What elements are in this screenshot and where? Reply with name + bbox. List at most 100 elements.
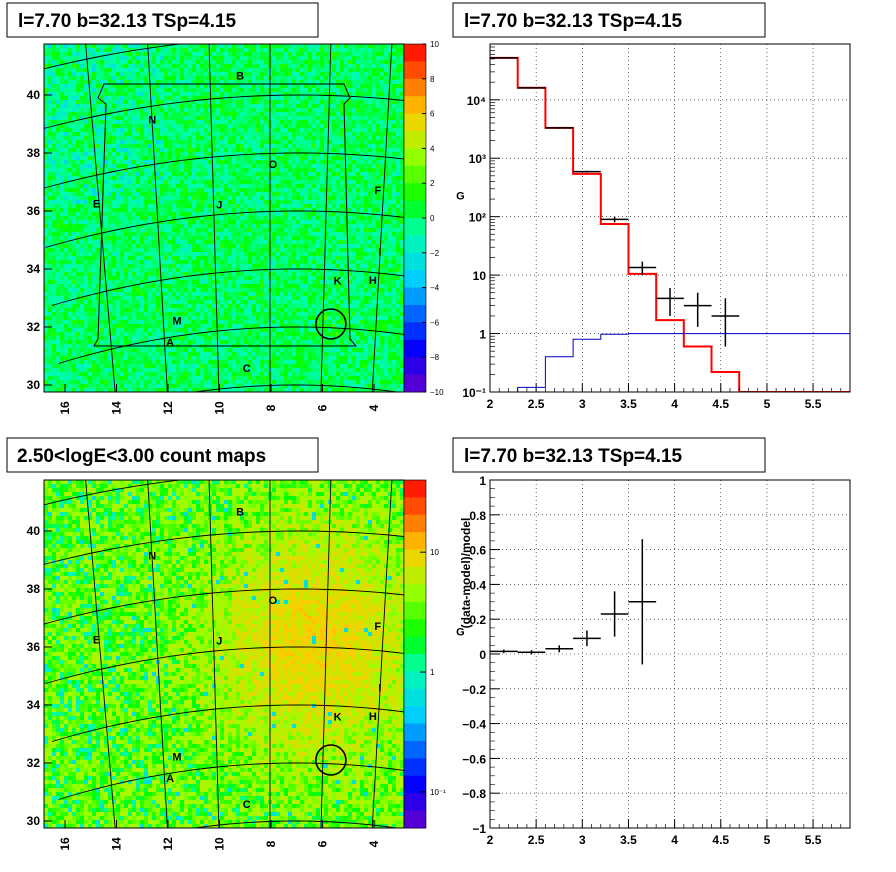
heatmap-cell	[384, 96, 389, 101]
heatmap-cell	[340, 116, 345, 121]
heatmap-cell	[136, 48, 141, 53]
heatmap-cell	[104, 76, 109, 81]
heatmap-cell	[228, 112, 233, 117]
heatmap-cell	[332, 152, 337, 157]
heatmap-cell	[352, 200, 357, 205]
heatmap-cell	[224, 204, 229, 209]
heatmap-cell	[68, 92, 73, 97]
heatmap-cell	[396, 44, 401, 49]
heatmap-cell	[92, 232, 97, 237]
heatmap-cell	[372, 172, 377, 177]
heatmap-cell	[148, 168, 153, 173]
heatmap-cell	[240, 48, 245, 53]
heatmap-cell	[152, 72, 157, 77]
heatmap-cell	[84, 100, 89, 105]
heatmap-cell	[232, 120, 237, 125]
heatmap-cell	[96, 72, 101, 77]
heatmap-cell	[284, 116, 289, 121]
heatmap-cell	[240, 60, 245, 65]
heatmap-cell	[172, 140, 177, 145]
heatmap-cell	[196, 220, 201, 225]
heatmap-cell	[200, 96, 205, 101]
heatmap-cell	[192, 160, 197, 165]
heatmap-cell	[308, 100, 313, 105]
heatmap-cell	[244, 80, 249, 85]
heatmap-cell	[368, 64, 373, 69]
heatmap-cell	[380, 100, 385, 105]
heatmap-cell	[184, 92, 189, 97]
heatmap-cell	[236, 224, 241, 229]
heatmap-cell	[116, 152, 121, 157]
heatmap-cell	[356, 240, 361, 245]
heatmap-cell	[364, 160, 369, 165]
heatmap-cell	[180, 136, 185, 141]
heatmap-cell	[276, 104, 281, 109]
heatmap-cell	[192, 156, 197, 161]
heatmap-cell	[156, 212, 161, 217]
heatmap-cell	[312, 128, 317, 133]
heatmap-cell	[44, 164, 49, 169]
heatmap-cell	[64, 156, 69, 161]
heatmap-cell	[400, 80, 404, 85]
heatmap-cell	[364, 196, 369, 201]
heatmap-cell	[92, 116, 97, 121]
heatmap-cell	[368, 204, 373, 209]
heatmap-cell	[272, 52, 277, 57]
heatmap-cell	[88, 152, 93, 157]
heatmap-cell	[56, 116, 61, 121]
heatmap-cell	[236, 108, 241, 113]
heatmap-cell	[396, 144, 401, 149]
heatmap-cell	[344, 128, 349, 133]
heatmap-cell	[236, 160, 241, 165]
heatmap-cell	[104, 72, 109, 77]
heatmap-cell	[136, 236, 141, 241]
heatmap-cell	[312, 68, 317, 73]
heatmap-cell	[68, 236, 73, 241]
heatmap-cell	[68, 240, 73, 245]
heatmap-cell	[156, 84, 161, 89]
heatmap-cell	[292, 72, 297, 77]
heatmap-cell	[112, 68, 117, 73]
heatmap-cell	[184, 220, 189, 225]
heatmap-cell	[396, 132, 401, 137]
heatmap-cell	[224, 120, 229, 125]
heatmap-cell	[296, 144, 301, 149]
heatmap-cell	[60, 208, 65, 213]
heatmap-cell	[68, 148, 73, 153]
heatmap-cell	[100, 156, 105, 161]
heatmap-cell	[276, 208, 281, 213]
heatmap-cell	[300, 64, 305, 69]
heatmap-cell	[224, 152, 229, 157]
heatmap-cell	[72, 240, 77, 245]
heatmap-cell	[260, 148, 265, 153]
heatmap-cell	[284, 48, 289, 53]
heatmap-cell	[232, 188, 237, 193]
heatmap-cell	[144, 60, 149, 65]
heatmap-cell	[100, 160, 105, 165]
heatmap-cell	[112, 176, 117, 181]
heatmap-cell	[380, 252, 385, 257]
heatmap-cell	[224, 188, 229, 193]
heatmap-cell	[136, 184, 141, 189]
heatmap-cell	[108, 48, 113, 53]
heatmap-cell	[64, 200, 69, 205]
heatmap-cell	[324, 152, 329, 157]
heatmap-cell	[216, 128, 221, 133]
heatmap-cell	[228, 96, 233, 101]
heatmap-cell	[152, 136, 157, 141]
heatmap-cell	[228, 72, 233, 77]
heatmap-cell	[180, 56, 185, 61]
heatmap-cell	[160, 248, 165, 253]
heatmap-cell	[360, 156, 365, 161]
heatmap-cell	[52, 56, 57, 61]
heatmap-cell	[192, 128, 197, 133]
heatmap-cell	[84, 128, 89, 133]
heatmap-cell	[308, 76, 313, 81]
heatmap-cell	[332, 84, 337, 89]
heatmap-cell	[264, 52, 269, 57]
heatmap-cell	[56, 228, 61, 233]
heatmap-cell	[144, 92, 149, 97]
heatmap-cell	[56, 220, 61, 225]
heatmap-cell	[212, 92, 217, 97]
heatmap-cell	[272, 132, 277, 137]
